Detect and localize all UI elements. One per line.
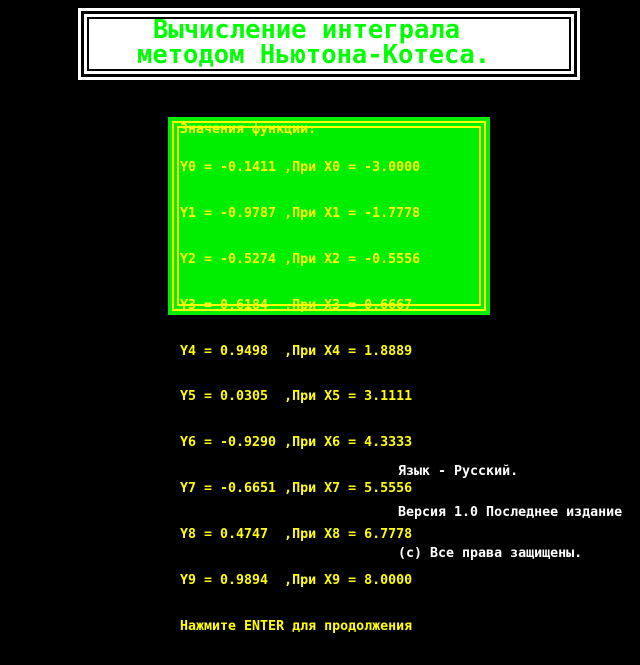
title-line-2: методом Ньютона-Котеса. bbox=[137, 40, 491, 70]
values-panel: Значения функции: Y0 = -0.1411 ,При X0 =… bbox=[168, 117, 490, 634]
dos-screen: { "screen": { "bg": "#000000" }, "title_… bbox=[78, 8, 623, 634]
value-row: Y3 = 0.6184 ,При X3 = 0.6667 bbox=[180, 297, 413, 313]
value-row: Y5 = 0.0305 ,При X5 = 3.1111 bbox=[180, 389, 413, 405]
value-row: Y7 = -0.6651 ,При X7 = 5.5556 bbox=[180, 481, 413, 497]
value-row: Y2 = -0.5274 ,При X2 = -0.5556 bbox=[180, 251, 421, 267]
title-box-outer-border bbox=[81, 11, 577, 77]
panel-outer-border bbox=[172, 121, 486, 311]
value-row: Y8 = 0.4747 ,При X8 = 6.7778 bbox=[180, 527, 413, 543]
value-row: Y4 = 0.9498 ,При X4 = 1.8889 bbox=[180, 343, 413, 359]
value-row: Y1 = -0.9787 ,При X1 = -1.7778 bbox=[180, 205, 421, 221]
value-rows: Y0 = -0.1411 ,При X0 = -3.0000 Y1 = -0.9… bbox=[180, 130, 420, 665]
footer-line-language: Язык - Русский. bbox=[398, 464, 519, 479]
title-line-1: Вычисление интеграла bbox=[153, 15, 461, 45]
panel-header: Значения функции: bbox=[180, 122, 317, 137]
footer-info: Язык - Русский. Версия 1.0 Последнее изд… bbox=[398, 436, 622, 574]
value-row: Y9 = 0.9894 ,При X9 = 8.0000 bbox=[180, 573, 413, 589]
value-row: Y0 = -0.1411 ,При X0 = -3.0000 bbox=[180, 160, 421, 175]
title-box-inner-border bbox=[87, 17, 571, 71]
value-row: Y6 = -0.9290 ,При X6 = 4.3333 bbox=[180, 435, 413, 451]
footer-line-copyright: (с) Все права защищены. bbox=[398, 546, 583, 561]
enter-prompt: Нажмите ENTER для продолжения bbox=[180, 618, 413, 634]
panel-inner-border bbox=[177, 126, 481, 306]
footer-line-version: Версия 1.0 Последнее издание bbox=[398, 505, 623, 520]
title-box bbox=[78, 8, 580, 80]
